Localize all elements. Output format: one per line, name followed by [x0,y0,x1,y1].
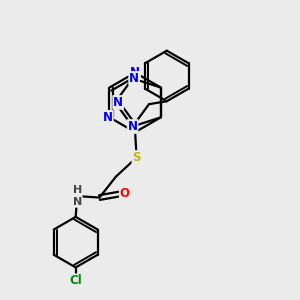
Text: N: N [113,96,123,109]
Text: N: N [129,72,139,85]
Text: O: O [120,187,130,200]
Text: S: S [132,151,141,164]
Text: N: N [130,66,140,79]
Text: N: N [103,111,113,124]
Text: N: N [128,120,138,133]
Text: Cl: Cl [69,274,82,287]
Text: H
N: H N [73,185,82,207]
